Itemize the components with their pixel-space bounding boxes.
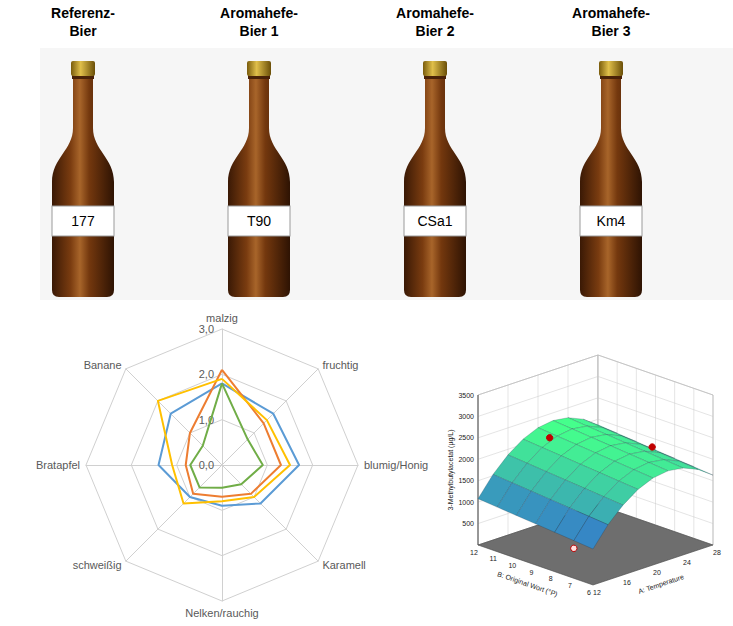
svg-text:Referenz-: Referenz- bbox=[51, 5, 115, 21]
svg-text:1000: 1000 bbox=[458, 499, 474, 506]
svg-text:6: 6 bbox=[587, 589, 591, 596]
svg-text:malzig: malzig bbox=[206, 312, 238, 324]
svg-text:Bier 2: Bier 2 bbox=[416, 23, 455, 39]
svg-text:Aromahefe-: Aromahefe- bbox=[572, 5, 650, 21]
svg-text:12: 12 bbox=[593, 589, 601, 596]
svg-text:177: 177 bbox=[71, 213, 95, 229]
svg-text:blumig/Honig: blumig/Honig bbox=[364, 459, 428, 471]
svg-text:fruchtig: fruchtig bbox=[322, 359, 358, 371]
svg-text:12: 12 bbox=[470, 549, 478, 556]
svg-text:2000: 2000 bbox=[458, 456, 474, 463]
svg-text:16: 16 bbox=[623, 579, 631, 586]
svg-text:Karamell: Karamell bbox=[322, 559, 365, 571]
svg-text:2500: 2500 bbox=[458, 434, 474, 441]
svg-text:A: Temperature: A: Temperature bbox=[637, 573, 685, 596]
svg-text:schweißig: schweißig bbox=[73, 559, 122, 571]
svg-text:500: 500 bbox=[462, 520, 474, 527]
svg-text:Banane: Banane bbox=[84, 359, 122, 371]
svg-text:Bier 3: Bier 3 bbox=[592, 23, 631, 39]
svg-text:3,0: 3,0 bbox=[199, 323, 214, 335]
svg-text:3000: 3000 bbox=[458, 413, 474, 420]
svg-text:9: 9 bbox=[530, 569, 534, 576]
svg-text:2,0: 2,0 bbox=[199, 368, 214, 380]
svg-text:24: 24 bbox=[683, 559, 691, 566]
svg-text:20: 20 bbox=[653, 569, 661, 576]
svg-text:T90: T90 bbox=[247, 213, 271, 229]
svg-text:CSa1: CSa1 bbox=[417, 213, 452, 229]
svg-text:Bratapfel: Bratapfel bbox=[36, 459, 80, 471]
svg-text:3-Methylbutylacetat (µg/L): 3-Methylbutylacetat (µg/L) bbox=[447, 429, 455, 510]
svg-text:1,0: 1,0 bbox=[198, 413, 214, 426]
svg-text:B: Original Wort (°P): B: Original Wort (°P) bbox=[496, 570, 558, 598]
svg-text:3500: 3500 bbox=[458, 392, 474, 399]
svg-text:8: 8 bbox=[549, 575, 553, 582]
svg-text:11: 11 bbox=[490, 555, 497, 562]
svg-text:Km4: Km4 bbox=[597, 213, 626, 229]
svg-text:28: 28 bbox=[713, 549, 721, 556]
svg-text:0,0: 0,0 bbox=[199, 459, 214, 471]
svg-text:10: 10 bbox=[508, 562, 516, 569]
svg-text:Aromahefe-: Aromahefe- bbox=[396, 5, 474, 21]
svg-text:Nelken/rauchig: Nelken/rauchig bbox=[185, 607, 258, 619]
svg-text:Bier 1: Bier 1 bbox=[240, 23, 279, 39]
svg-text:Bier: Bier bbox=[69, 23, 97, 39]
svg-text:7: 7 bbox=[568, 582, 572, 589]
svg-text:Aromahefe-: Aromahefe- bbox=[220, 5, 298, 21]
svg-text:1500: 1500 bbox=[458, 477, 474, 484]
